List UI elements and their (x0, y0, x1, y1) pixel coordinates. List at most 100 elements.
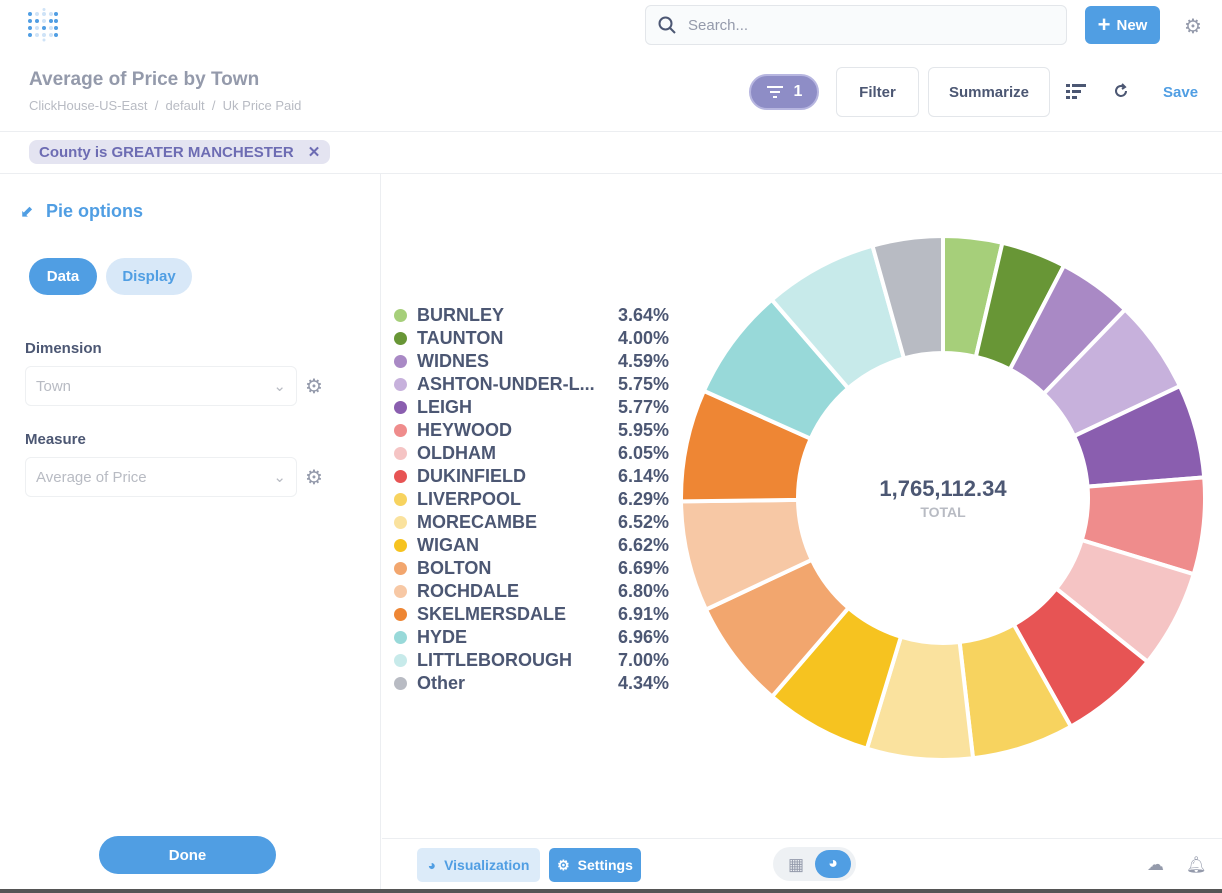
legend-item[interactable]: LIVERPOOL 6.29% (394, 488, 669, 511)
settings-label: Settings (577, 857, 633, 873)
divider (0, 173, 1222, 174)
chart-legend: BURNLEY 3.64% TAUNTON 4.00% WIDNES 4.59% ASHTO… (394, 304, 669, 695)
legend-label: OLDHAM (417, 443, 496, 463)
gear-icon: ⚙ (557, 856, 570, 873)
legend-item[interactable]: WIDNES 4.59% (394, 350, 669, 373)
legend-item[interactable]: Other 4.34% (394, 672, 669, 695)
sidebar (0, 174, 381, 893)
taskbar-edge (0, 889, 1222, 893)
legend-item[interactable]: OLDHAM 6.05% (394, 442, 669, 465)
legend-item[interactable]: ASHTON-UNDER-L... 5.75% (394, 373, 669, 396)
legend-percent: 6.96% (617, 627, 669, 647)
plus-icon: + (1097, 12, 1111, 37)
legend-percent: 6.05% (617, 443, 669, 463)
legend-swatch (394, 309, 407, 322)
legend-item[interactable]: MORECAMBE 6.52% (394, 511, 669, 534)
legend-item[interactable]: LEIGH 5.77% (394, 396, 669, 419)
visualization-label: Visualization (444, 857, 530, 873)
legend-percent: 6.80% (617, 581, 669, 601)
measure-label: Measure (25, 431, 86, 448)
legend-swatch (394, 355, 407, 368)
legend-percent: 6.29% (617, 489, 669, 509)
filter-count-toggle[interactable]: 1 (749, 74, 819, 110)
legend-percent: 4.34% (617, 673, 669, 693)
legend-swatch (394, 631, 407, 644)
pie-chart-icon: ◕ (427, 857, 437, 873)
legend-item[interactable]: TAUNTON 4.00% (394, 327, 669, 350)
filter-chip-label: County is GREATER MANCHESTER (39, 143, 294, 161)
legend-percent: 5.75% (617, 374, 669, 394)
dimension-value: Town (36, 377, 72, 395)
legend-percent: 4.00% (617, 328, 669, 348)
download-icon[interactable]: ☁ (1147, 855, 1164, 874)
save-button[interactable]: Save (1163, 84, 1199, 101)
settings-gear-icon[interactable]: ⚙ (1184, 16, 1202, 38)
legend-swatch (394, 585, 407, 598)
settings-button[interactable]: ⚙ Settings (549, 848, 641, 882)
measure-gear-icon[interactable]: ⚙ (305, 467, 323, 489)
visualization-button[interactable]: ◕ Visualization (417, 848, 540, 882)
new-label: New (1116, 16, 1148, 34)
legend-label: WIDNES (417, 351, 489, 371)
legend-label: MORECAMBE (417, 512, 537, 532)
metabase-logo[interactable] (28, 8, 58, 42)
close-icon[interactable]: ✕ (307, 144, 321, 161)
breadcrumb: ClickHouse-US-East / default / Uk Price … (29, 98, 302, 113)
legend-item[interactable]: BOLTON 6.69% (394, 557, 669, 580)
table-view-icon[interactable]: ▦ (788, 855, 805, 874)
legend-swatch (394, 424, 407, 437)
search-input[interactable]: Search... (645, 5, 1067, 45)
dimension-gear-icon[interactable]: ⚙ (305, 376, 323, 398)
legend-percent: 7.00% (617, 650, 669, 670)
legend-label: TAUNTON (417, 328, 504, 348)
legend-item[interactable]: BURNLEY 3.64% (394, 304, 669, 327)
tab-display[interactable]: Display (106, 258, 192, 295)
legend-label: Other (417, 673, 466, 693)
legend-item[interactable]: HYDE 6.96% (394, 626, 669, 649)
refresh-icon[interactable] (1112, 82, 1130, 100)
breadcrumb-database[interactable]: ClickHouse-US-East (29, 98, 148, 113)
tab-data[interactable]: Data (29, 258, 97, 295)
back-arrow-icon[interactable]: ⬋ (20, 204, 34, 221)
chevron-down-icon: ⌄ (273, 469, 286, 486)
legend-percent: 5.95% (617, 420, 669, 440)
legend-item[interactable]: DUKINFIELD 6.14% (394, 465, 669, 488)
chevron-down-icon: ⌄ (273, 378, 286, 395)
filter-button[interactable]: Filter (836, 67, 919, 117)
filter-chip[interactable]: County is GREATER MANCHESTER ✕ (29, 140, 331, 164)
footer-bar (382, 838, 1222, 893)
breadcrumb-table[interactable]: Uk Price Paid (222, 98, 302, 113)
legend-item[interactable]: WIGAN 6.62% (394, 534, 669, 557)
legend-label: BOLTON (417, 558, 492, 578)
legend-percent: 6.69% (617, 558, 669, 578)
legend-item[interactable]: ROCHDALE 6.80% (394, 580, 669, 603)
pie-slice-other[interactable] (869, 233, 945, 361)
measure-select[interactable]: Average of Price ⌄ (25, 457, 297, 497)
new-button[interactable]: + New (1085, 6, 1160, 44)
filter-count: 1 (793, 83, 803, 100)
donut-chart (678, 233, 1207, 762)
total-value: 1,765,112.34 (879, 476, 1007, 501)
search-icon (658, 16, 676, 34)
search-placeholder: Search... (688, 16, 749, 34)
dimension-select[interactable]: Town ⌄ (25, 366, 297, 406)
legend-item[interactable]: SKELMERSDALE 6.91% (394, 603, 669, 626)
bell-icon[interactable]: 🔔︎ (1186, 857, 1207, 874)
legend-swatch (394, 539, 407, 552)
legend-swatch (394, 332, 407, 345)
breadcrumb-schema[interactable]: default (165, 98, 205, 113)
legend-swatch (394, 493, 407, 506)
notebook-icon[interactable] (1066, 83, 1086, 101)
done-button[interactable]: Done (99, 836, 276, 874)
legend-label: LEIGH (417, 397, 473, 417)
legend-percent: 6.62% (617, 535, 669, 555)
legend-label: SKELMERSDALE (417, 604, 567, 624)
sidebar-title: Pie options (46, 201, 144, 221)
legend-item[interactable]: LITTLEBOROUGH 7.00% (394, 649, 669, 672)
summarize-button[interactable]: Summarize (928, 67, 1050, 117)
legend-label: LITTLEBOROUGH (417, 650, 572, 670)
page-title: Average of Price by Town (29, 69, 260, 90)
chart-view-icon[interactable]: ◕ (815, 850, 851, 878)
legend-item[interactable]: HEYWOOD 5.95% (394, 419, 669, 442)
legend-percent: 6.52% (617, 512, 669, 532)
